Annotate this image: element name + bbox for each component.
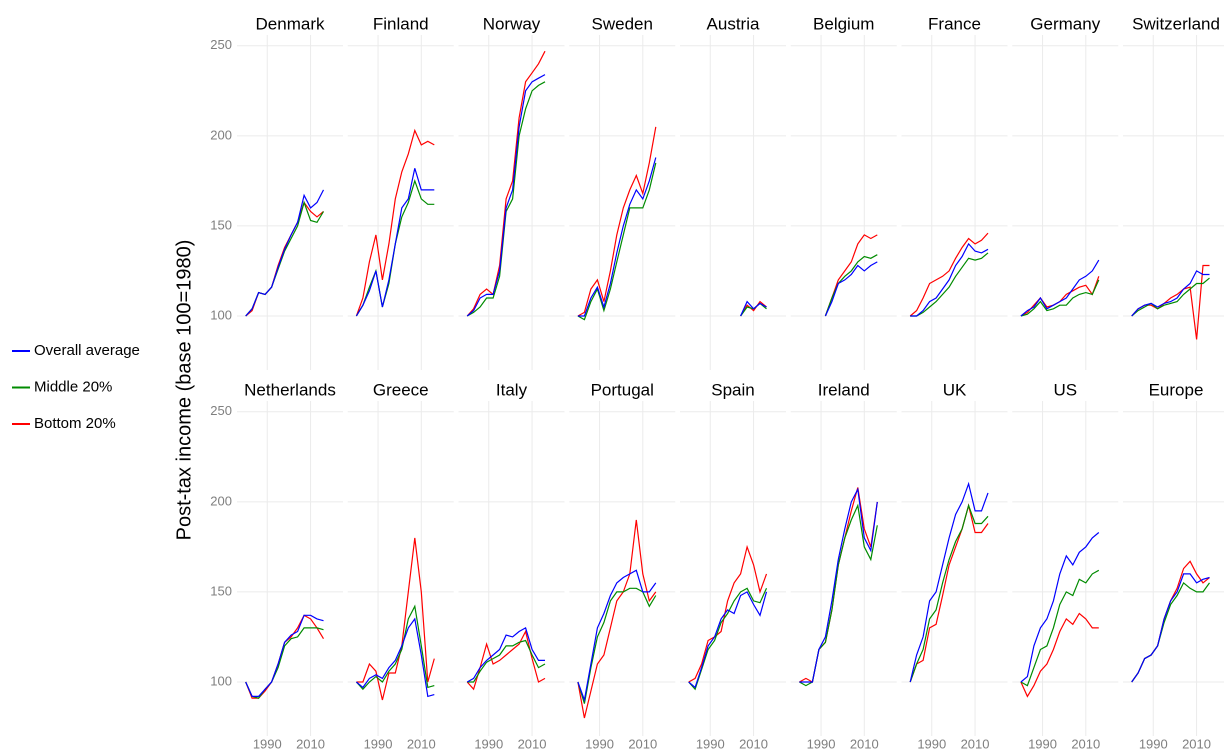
x-tick-label: 1990 [696, 736, 725, 751]
line-series [1131, 277, 1210, 317]
y-tick-label: 150 [210, 583, 232, 598]
facet-title: US [1053, 380, 1077, 399]
line-series [740, 300, 767, 317]
x-tick-label: 2010 [961, 736, 990, 751]
line-series [1131, 560, 1210, 683]
facet-title: Ireland [818, 380, 870, 399]
line-series [356, 617, 435, 698]
facet-title: Italy [496, 380, 528, 399]
line-series [909, 481, 989, 683]
facet-title: Switzerland [1132, 14, 1220, 33]
facet-title: Netherlands [244, 380, 336, 399]
facet-title: Belgium [813, 14, 874, 33]
line-series [245, 627, 324, 699]
x-tick-label: 1990 [364, 736, 393, 751]
line-series [466, 74, 546, 317]
line-series [467, 639, 546, 683]
facet-title: Denmark [256, 14, 325, 33]
line-series [466, 50, 546, 317]
line-series [688, 544, 768, 683]
facet-title: UK [943, 380, 967, 399]
facet-title: Portugal [591, 380, 654, 399]
line-series [355, 168, 435, 317]
y-tick-label: 100 [210, 307, 232, 322]
line-series [577, 587, 657, 704]
line-series [245, 189, 325, 317]
x-tick-label: 1990 [917, 736, 946, 751]
line-series [1020, 259, 1100, 317]
line-series [909, 232, 989, 317]
line-series [909, 503, 989, 683]
facet-title: Austria [707, 14, 760, 33]
line-series [577, 126, 657, 317]
line-series [355, 128, 435, 317]
x-tick-label: 2010 [407, 736, 436, 751]
line-series [824, 261, 878, 317]
facet-title: France [928, 14, 981, 33]
line-series [1131, 573, 1210, 683]
x-tick-label: 2010 [628, 736, 657, 751]
x-tick-label: 2010 [296, 736, 325, 751]
x-tick-label: 2010 [1071, 736, 1100, 751]
x-tick-label: 2010 [518, 736, 547, 751]
facet-title: Sweden [592, 14, 653, 33]
x-tick-label: 1990 [253, 736, 282, 751]
line-series [1020, 279, 1100, 317]
line-series [577, 162, 657, 321]
legend-label: Overall average [34, 342, 140, 359]
line-series [466, 629, 546, 691]
facet-title: Finland [373, 14, 429, 33]
line-series [1020, 612, 1099, 698]
y-tick-label: 200 [210, 493, 232, 508]
y-tick-label: 150 [210, 217, 232, 232]
y-tick-label: 100 [210, 673, 232, 688]
y-axis-label: Post-tax income (base 100=1980) [173, 240, 195, 541]
line-series [910, 252, 989, 317]
line-series [245, 200, 325, 317]
x-tick-label: 1990 [1139, 736, 1168, 751]
line-series [577, 569, 657, 703]
line-series [824, 254, 878, 317]
x-tick-label: 1990 [585, 736, 614, 751]
y-tick-label: 250 [210, 403, 232, 418]
facet-title: Europe [1149, 380, 1204, 399]
facet-title: Germany [1030, 14, 1100, 33]
x-tick-label: 1990 [1028, 736, 1057, 751]
line-series [910, 242, 989, 317]
x-tick-label: 2010 [1182, 736, 1211, 751]
facet-title: Spain [711, 380, 754, 399]
line-series [799, 487, 878, 683]
line-series [577, 157, 657, 317]
x-tick-label: 1990 [807, 736, 836, 751]
line-series [245, 614, 324, 697]
line-series [909, 503, 989, 683]
x-tick-label: 1990 [474, 736, 503, 751]
y-tick-label: 200 [210, 127, 232, 142]
line-series [577, 519, 657, 719]
facet-title: Greece [373, 380, 429, 399]
y-tick-label: 250 [210, 37, 232, 52]
line-series [824, 234, 878, 317]
line-series [740, 300, 767, 317]
line-series [466, 627, 545, 683]
legend-label: Middle 20% [34, 378, 112, 395]
line-series [1131, 581, 1210, 683]
line-series [1020, 532, 1100, 683]
line-series [1020, 569, 1100, 687]
line-series [1131, 264, 1210, 340]
line-series [799, 487, 878, 683]
x-tick-label: 2010 [739, 736, 768, 751]
line-series [356, 537, 435, 701]
facet-title: Norway [483, 14, 541, 33]
line-series [688, 591, 768, 689]
x-tick-label: 2010 [850, 736, 879, 751]
legend-label: Bottom 20% [34, 415, 116, 432]
line-series [355, 604, 435, 691]
line-series [245, 201, 324, 317]
line-series [1131, 270, 1210, 317]
